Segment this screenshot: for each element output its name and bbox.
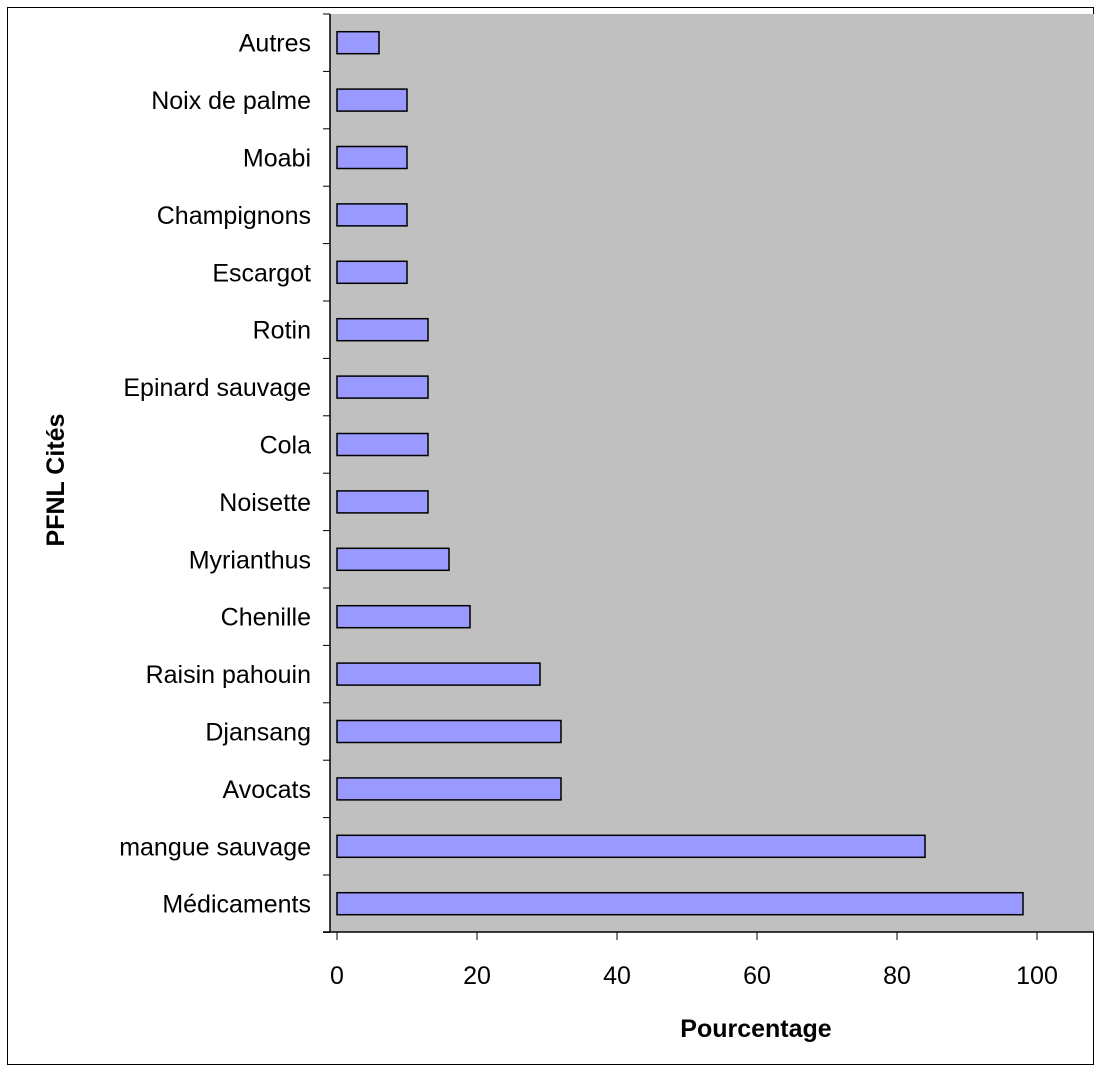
category-label-11: Escargot — [212, 259, 311, 287]
bar-3 — [336, 719, 562, 744]
category-label-13: Moabi — [243, 145, 311, 173]
category-label-15: Autres — [239, 30, 311, 58]
bar-12 — [336, 203, 408, 227]
category-label-10: Rotin — [253, 317, 311, 345]
category-label-7: Noisette — [219, 489, 311, 517]
bar-1 — [336, 834, 926, 859]
bar-10 — [336, 317, 429, 342]
bar-4 — [336, 662, 541, 686]
x-tick-label-0: 0 — [330, 962, 344, 990]
x-tick-label-2: 40 — [603, 962, 631, 990]
bar-0 — [336, 891, 1024, 916]
x-tick-label-3: 60 — [743, 962, 771, 990]
bar-2 — [336, 777, 562, 801]
category-label-14: Noix de palme — [151, 87, 311, 115]
category-label-1: mangue sauvage — [119, 833, 311, 861]
bar-13 — [336, 145, 408, 170]
bar-8 — [336, 432, 429, 457]
category-label-8: Cola — [260, 432, 312, 460]
category-label-12: Champignons — [157, 202, 311, 230]
axes-group — [323, 13, 1094, 940]
bar-9 — [336, 375, 429, 399]
category-labels: Médicaments mangue sauvage Avocats Djansang… — [119, 30, 311, 919]
bar-14 — [336, 88, 408, 112]
x-tick-label-4: 80 — [883, 962, 911, 990]
tick-labels: 0 20 40 60 80 100 — [330, 962, 1058, 990]
x-tick-label-5: 100 — [1016, 962, 1058, 990]
category-label-5: Chenille — [221, 604, 311, 632]
category-label-4: Raisin pahouin — [146, 661, 311, 689]
category-label-9: Epinard sauvage — [123, 374, 311, 402]
y-axis-title: PFNL Cités — [42, 414, 70, 547]
x-tick-label-1: 20 — [463, 962, 491, 990]
bar-6 — [336, 547, 450, 572]
bar-11 — [336, 260, 408, 285]
bars-group — [336, 30, 1024, 916]
bar-7 — [336, 490, 429, 514]
category-label-0: Médicaments — [162, 891, 311, 919]
bar-5 — [336, 604, 471, 629]
category-label-3: Djansang — [205, 719, 311, 747]
category-label-2: Avocats — [223, 776, 311, 804]
bar-15 — [336, 30, 380, 55]
x-axis-title: Pourcentage — [680, 1015, 832, 1043]
category-label-6: Myrianthus — [189, 546, 311, 574]
